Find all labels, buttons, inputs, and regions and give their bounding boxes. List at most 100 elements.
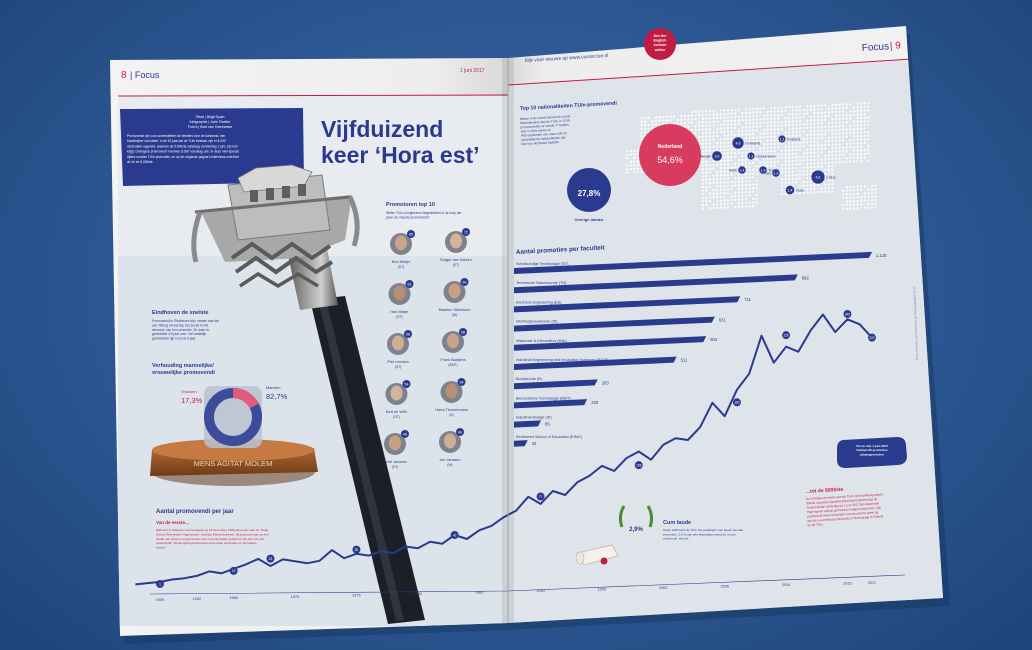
map-dot (867, 138, 870, 141)
map-dot (791, 127, 794, 130)
map-dot (744, 201, 748, 204)
map-dot (723, 199, 726, 202)
map-dot (636, 160, 640, 163)
map-dot (852, 131, 856, 134)
map-dot (712, 174, 715, 177)
map-dot (813, 111, 816, 115)
map-dot (831, 103, 834, 107)
map-dot (874, 191, 877, 194)
bar-value-label: 230 (591, 400, 599, 405)
map-dot (737, 151, 740, 154)
map-dot (701, 149, 704, 153)
bar-value-label: 43 (532, 441, 537, 446)
map-dot (827, 129, 830, 132)
map-dot (741, 119, 744, 122)
bar-rect (514, 251, 872, 274)
map-dot (723, 130, 726, 134)
map-dot (726, 173, 730, 177)
map-dot (734, 115, 737, 119)
map-dot (795, 138, 798, 141)
map-dot (777, 117, 780, 120)
map-dot (849, 142, 852, 145)
map-dot (842, 196, 845, 200)
map-dot (824, 115, 827, 118)
map-dot (744, 140, 748, 143)
map-dot (867, 134, 870, 137)
map-dot (838, 139, 841, 142)
map-dot (860, 142, 863, 145)
country-bubble: 4,9 Duitsland (732, 137, 760, 149)
map-dot (766, 128, 769, 131)
map-dot (863, 185, 866, 188)
map-dot (759, 147, 762, 150)
map-dot (626, 153, 629, 156)
map-dot (788, 156, 791, 159)
map-dot (730, 195, 733, 198)
map-dot (723, 192, 726, 195)
map-dot (766, 146, 769, 149)
map-dot (849, 207, 852, 210)
map-dot (626, 164, 629, 167)
map-dot (816, 137, 820, 140)
map-dot (856, 131, 859, 134)
map-dot (795, 120, 798, 123)
map-dot (744, 115, 748, 118)
map-dot (708, 135, 712, 138)
map-dot (752, 118, 755, 121)
promotor-dept: (W) (452, 313, 457, 317)
map-dot (845, 131, 848, 135)
map-dot (834, 107, 838, 110)
map-dot (798, 177, 802, 180)
map-dot (770, 117, 773, 120)
map-dot (773, 106, 776, 109)
map-dot (752, 205, 755, 208)
map-dot (806, 169, 809, 173)
map-dot (773, 121, 776, 124)
map-dot (870, 184, 874, 187)
map-dot (874, 198, 877, 202)
map-dot (856, 149, 859, 152)
map-dot (845, 185, 848, 189)
map-dot (705, 138, 708, 142)
line-point-label: 226 (783, 333, 789, 337)
map-dot (827, 183, 830, 186)
map-dot (701, 146, 704, 149)
map-dot (726, 159, 730, 162)
promotor-face (390, 385, 403, 401)
map-dot (845, 189, 848, 192)
overige-bubble: 27,8% Overige landen (567, 168, 611, 222)
map-dot (694, 117, 697, 121)
map-dot (806, 112, 809, 115)
map-dot (759, 154, 762, 157)
map-dot (845, 149, 848, 153)
map-dot (838, 135, 841, 139)
map-dot (777, 160, 780, 163)
map-dot (741, 115, 744, 118)
map-dot (802, 137, 805, 140)
map-dot (716, 131, 719, 134)
map-dot (705, 120, 708, 124)
line-point (266, 554, 275, 563)
map-dot (773, 157, 776, 160)
map-dot (712, 138, 715, 141)
map-dot (748, 165, 751, 168)
map-dot (712, 196, 715, 199)
map-dot (770, 157, 773, 160)
map-dot (802, 155, 805, 158)
map-dot (838, 132, 841, 135)
map-dot (705, 160, 708, 163)
map-dot (719, 159, 722, 163)
map-dot (770, 146, 773, 149)
map-dot (626, 150, 629, 153)
map-dot (759, 107, 762, 110)
promotor-item: 58 Piet Lemstra(ST) (387, 330, 412, 369)
map-dot (669, 119, 672, 122)
map-dot (705, 128, 708, 131)
map-dot (744, 173, 748, 176)
map-dot (752, 140, 755, 143)
country-name: België (701, 154, 711, 158)
map-dot (856, 135, 859, 138)
map-dot (701, 164, 704, 167)
map-dot (726, 109, 730, 112)
